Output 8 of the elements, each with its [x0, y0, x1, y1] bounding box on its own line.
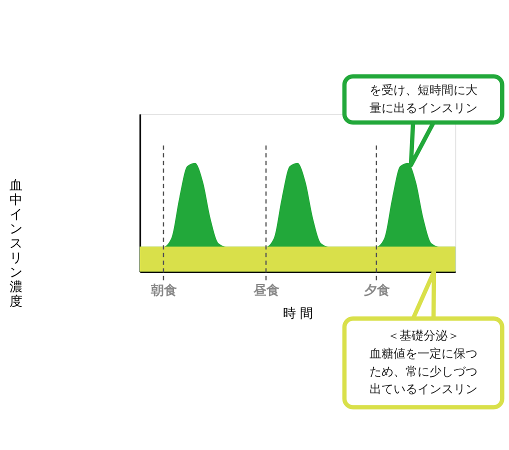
text: 血中インスリン濃度 [9, 178, 22, 310]
text: 血糖値を一定に保つため、常に少しづつ出ているインスリン [369, 346, 478, 396]
x-tick-label: 夕食 [362, 283, 390, 298]
text: を受け、短時間に大量に出るインスリン [369, 82, 478, 115]
x-tick-label: 朝食 [150, 283, 177, 298]
x-tick-label: 昼食 [252, 283, 280, 298]
x-axis-title: 時 間 [282, 306, 314, 322]
text: ＜基礎分泌＞ [387, 328, 460, 342]
